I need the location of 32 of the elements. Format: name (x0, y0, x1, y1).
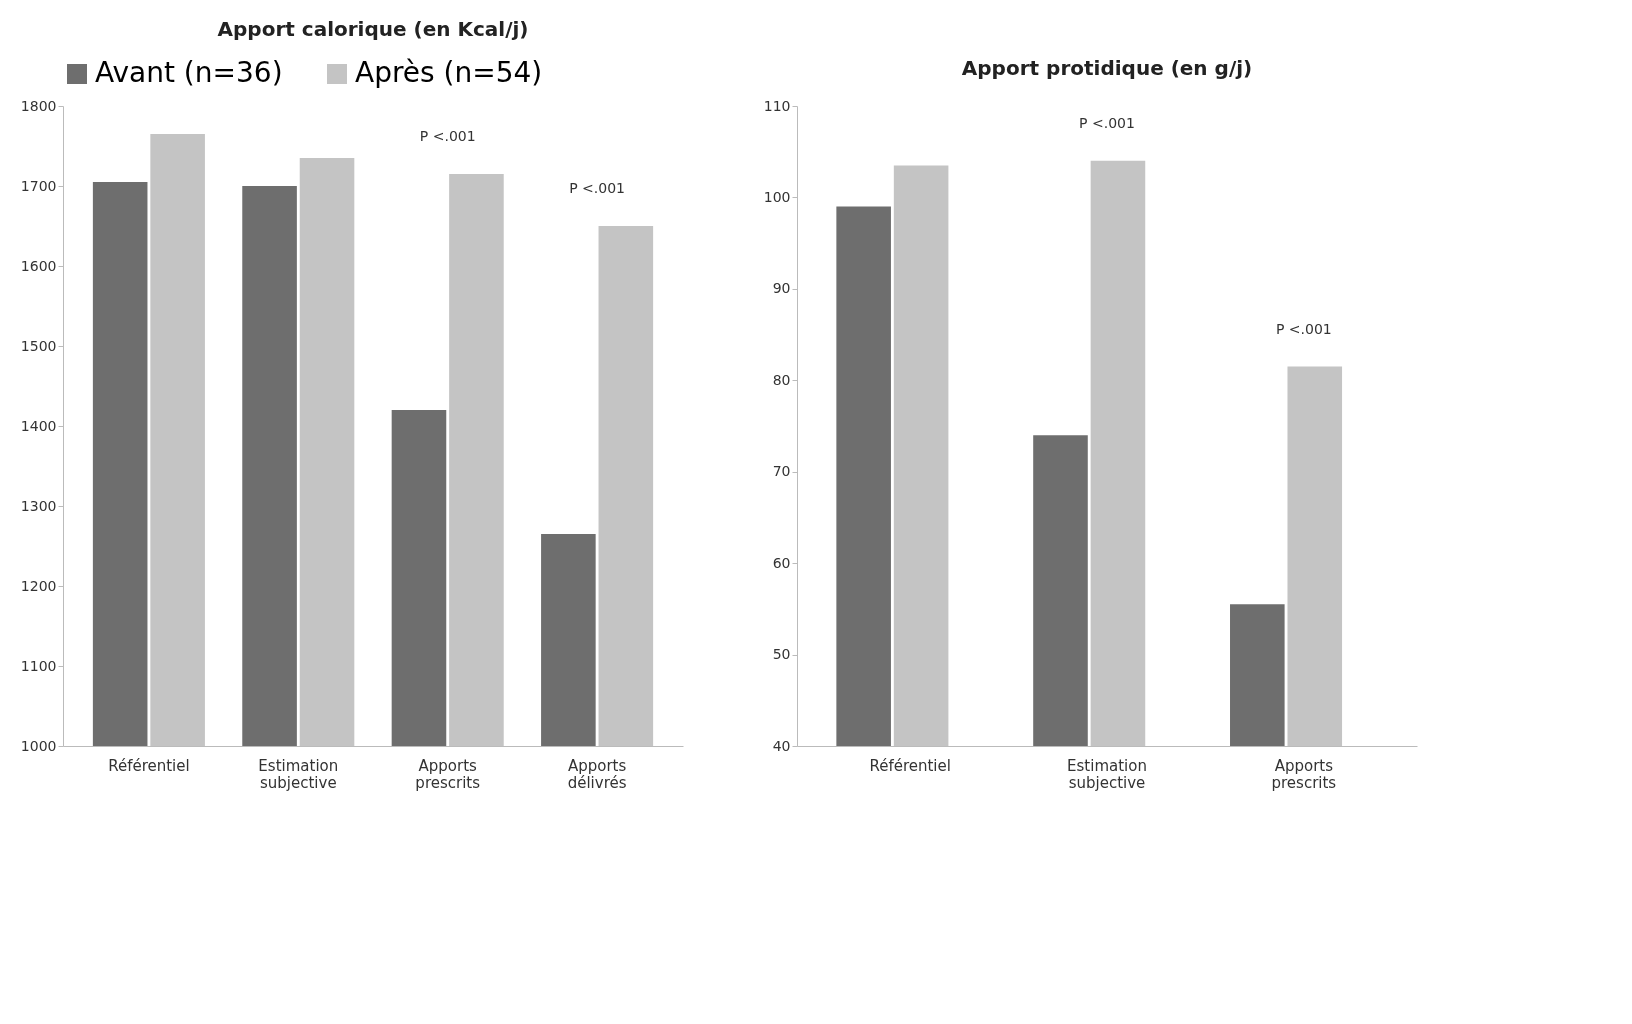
annotation: P <.001 (569, 180, 625, 196)
x-tick-label: Estimation subjective (1067, 756, 1147, 792)
x-tick-label: Apports délivrés (567, 756, 627, 792)
y-tick-label: 1600 (20, 257, 57, 274)
y-tick-label: 1700 (20, 177, 57, 194)
y-tick-label: 1400 (20, 417, 57, 434)
chart-title: Apport calorique (en Kcal/j) (217, 17, 529, 41)
y-tick-label: 40 (772, 737, 791, 754)
y-tick-label: 1300 (20, 497, 57, 514)
y-tick-label: 50 (772, 646, 791, 663)
x-tick-label: Apports prescrits (415, 756, 481, 792)
y-tick-label: 1800 (20, 97, 57, 114)
x-tick-label: Référentiel (108, 756, 190, 775)
annotation: P <.001 (1079, 114, 1135, 131)
y-tick-label: 1000 (20, 737, 57, 754)
y-tick-label: 1500 (20, 337, 57, 354)
y-tick-label: 60 (772, 554, 791, 571)
y-tick-label: 90 (772, 280, 791, 297)
x-tick-label: Estimation subjective (258, 756, 339, 792)
y-tick-label: 1100 (20, 657, 57, 674)
y-tick-label: 70 (772, 463, 791, 480)
y-tick-label: 100 (763, 188, 791, 205)
x-tick-label: Référentiel (869, 756, 951, 775)
y-tick-label: 80 (772, 371, 791, 388)
annotation: P <.001 (1275, 320, 1332, 337)
x-tick-label: Apports prescrits (1271, 756, 1337, 792)
chart-title: Apport protidique (en g/j) (961, 56, 1253, 80)
y-tick-label: 110 (763, 97, 791, 114)
annotation: P <.001 (419, 128, 476, 144)
legend-label: Avant (n=36) (95, 56, 283, 89)
y-tick-label: 1200 (20, 577, 57, 594)
legend-label: Après (n=54) (355, 56, 543, 89)
